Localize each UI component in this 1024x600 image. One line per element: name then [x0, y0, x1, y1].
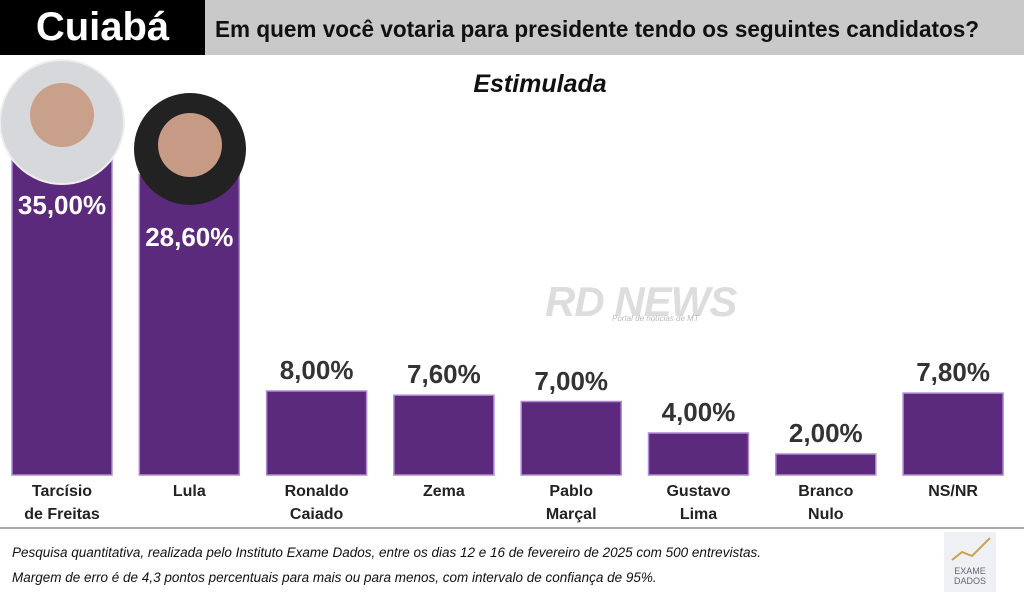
- x-tick-label: NS/NR: [928, 483, 978, 500]
- photo-face: [158, 113, 222, 177]
- logo-text: EXAME DADOS: [953, 566, 986, 586]
- value-label: 28,60%: [145, 221, 234, 252]
- value-label: 7,60%: [407, 359, 481, 390]
- value-label: 8,00%: [279, 355, 354, 385]
- footnote: Pesquisa quantitativa, realizada pelo In…: [12, 545, 761, 560]
- value-label: 35,00%: [17, 189, 107, 220]
- x-tick-label: Gustavo Lima: [666, 483, 731, 523]
- bar: [265, 390, 368, 476]
- city: Cuiabá: [0, 0, 205, 55]
- value-label: 7,00%: [534, 365, 609, 396]
- x-tick-label: Zema: [422, 483, 465, 500]
- logo-icon: [951, 537, 991, 561]
- bar: [647, 432, 750, 476]
- photo-face: [30, 83, 94, 147]
- value-label: 7,80%: [916, 357, 990, 388]
- bar: [520, 400, 622, 476]
- bar: [775, 453, 877, 476]
- value-label: 4,00%: [661, 397, 736, 427]
- x-tick-label: Ronaldo Caiado: [284, 483, 349, 523]
- footnote: Margem de erro é de 4,3 pontos percentua…: [12, 570, 657, 585]
- x-tick-label: Branco Nulo: [798, 483, 854, 523]
- chart-title: Em quem você votaria para presidente ten…: [215, 16, 980, 42]
- bar: [393, 394, 495, 476]
- watermark-tagline: Portal de notícias de MT: [612, 314, 699, 323]
- bar: [902, 392, 1004, 476]
- value-label: 2,00%: [788, 418, 863, 448]
- title-bar: [205, 0, 1024, 55]
- subtitle: Estimulada: [473, 70, 607, 98]
- x-tick-label: Tarcísio de Freitas: [24, 483, 100, 523]
- watermark: RD NEWS: [545, 278, 737, 325]
- x-tick-label: Lula: [172, 483, 206, 500]
- bar: [138, 173, 241, 476]
- x-tick-label: Pablo Marçal: [545, 483, 597, 523]
